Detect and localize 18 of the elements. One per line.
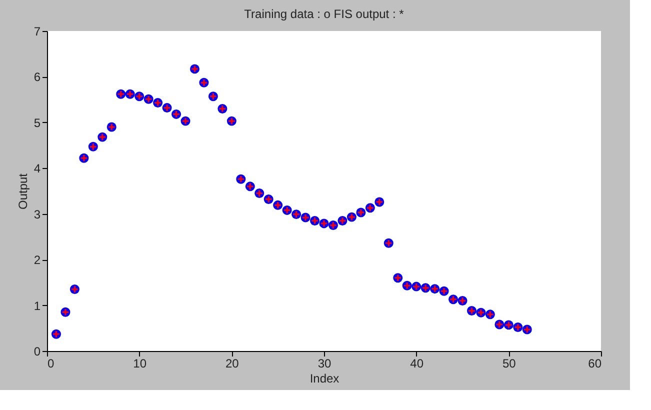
x-tick-label: 60: [588, 356, 602, 370]
x-axis-title: Index: [310, 372, 340, 386]
y-tick-label: 5: [34, 116, 41, 130]
x-tick-label: 0: [48, 356, 54, 370]
y-tick-label: 1: [34, 298, 41, 313]
y-tick-label: 2: [34, 253, 41, 268]
y-axis-title: Output: [16, 172, 30, 210]
y-tick-label: 3: [34, 207, 41, 222]
x-tick-label: 20: [225, 356, 240, 370]
y-tick-label: 0: [34, 344, 41, 358]
y-tick-label: 4: [34, 162, 41, 176]
x-tick-label: 40: [410, 356, 424, 370]
x-tick-label: 50: [502, 356, 516, 370]
x-tick-label: 30: [318, 356, 332, 370]
y-tick-label: 7: [34, 24, 41, 38]
y-tick-label: 6: [34, 70, 41, 84]
x-tick-label: 10: [133, 356, 147, 370]
chart-title: Training data : o FIS output : *: [244, 7, 404, 21]
